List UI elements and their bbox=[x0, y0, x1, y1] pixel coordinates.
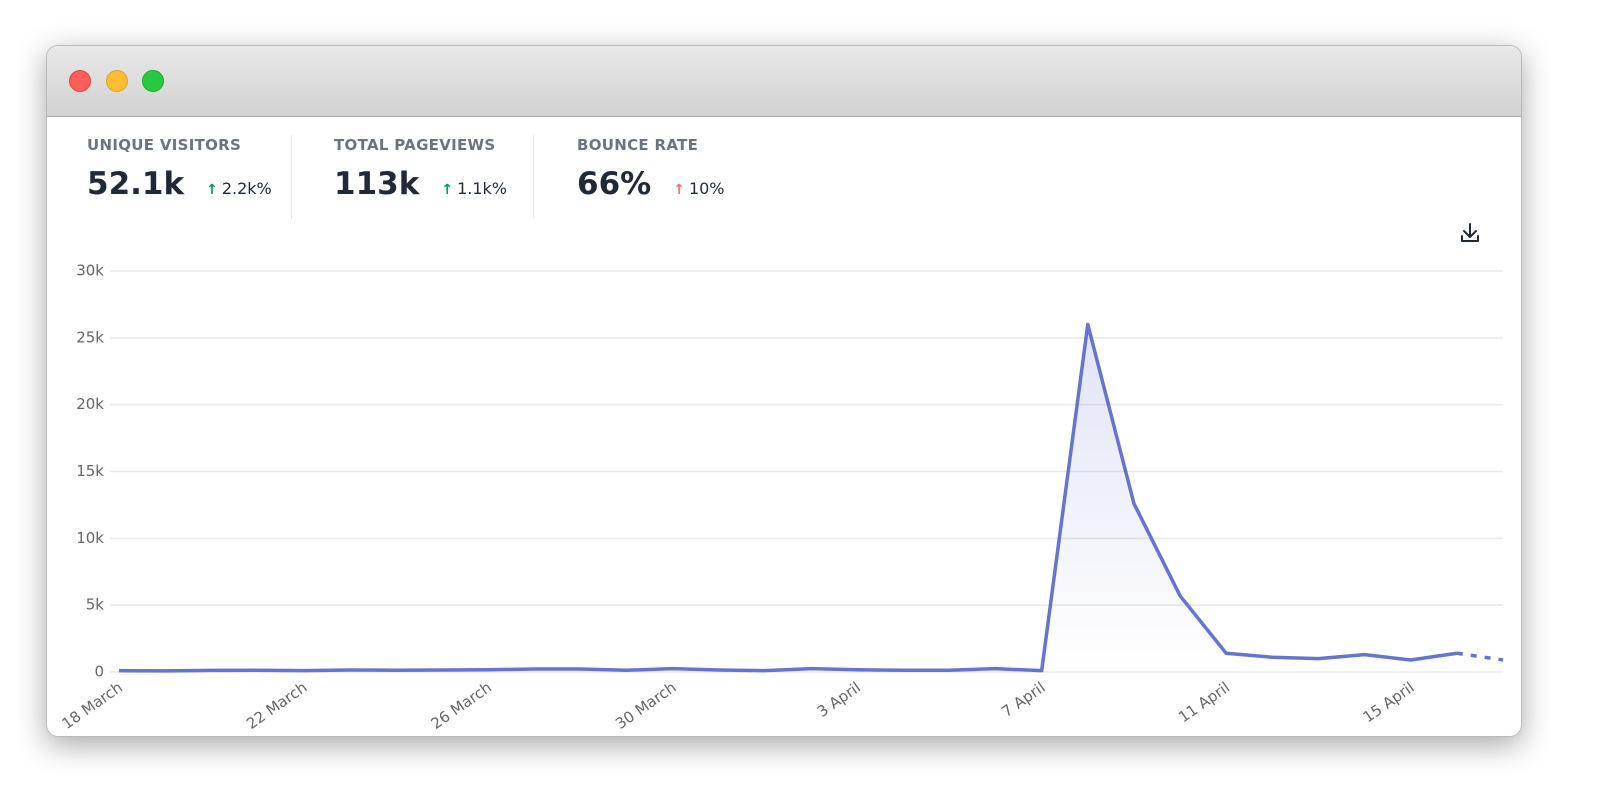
stat-value: 52.1k bbox=[87, 166, 185, 202]
y-tick-label: 30k bbox=[76, 262, 104, 280]
y-tick-label: 0 bbox=[94, 663, 104, 681]
y-tick-label: 15k bbox=[76, 462, 104, 480]
area bbox=[119, 324, 1457, 672]
x-tick-label: 22 March bbox=[243, 678, 310, 733]
stat-change: 2.2k% bbox=[221, 179, 272, 198]
close-button[interactable] bbox=[69, 70, 91, 92]
x-tick-label: 11 April bbox=[1175, 678, 1233, 726]
stat[interactable]: BOUNCE RATE 66% ↑ 10% bbox=[577, 136, 725, 202]
line bbox=[118, 322, 1458, 673]
change-arrow: ↑ bbox=[673, 182, 685, 198]
stat-change: 1.1k% bbox=[457, 179, 507, 198]
y-tick-label: 10k bbox=[76, 529, 104, 547]
divider bbox=[291, 135, 292, 219]
x-tick-label: 7 April bbox=[998, 678, 1048, 721]
x-tick-label: 3 April bbox=[814, 678, 864, 721]
line-incomplete bbox=[1456, 651, 1504, 662]
stat-label: UNIQUE VISITORS bbox=[87, 136, 242, 154]
y-tick-label: 5k bbox=[86, 596, 105, 614]
stat[interactable]: UNIQUE VISITORS 52.1k ↑ 2.2k% bbox=[87, 136, 272, 202]
stat[interactable]: TOTAL PAGEVIEWS 113k ↑ 1.1k% bbox=[334, 136, 507, 202]
stat-label: TOTAL PAGEVIEWS bbox=[334, 136, 496, 154]
divider bbox=[533, 135, 534, 219]
download-button[interactable] bbox=[1461, 223, 1479, 242]
x-tick-label: 18 March bbox=[59, 678, 126, 733]
stat-value: 66% bbox=[577, 166, 652, 202]
stat-label: BOUNCE RATE bbox=[577, 136, 699, 154]
y-tick-label: 25k bbox=[76, 328, 104, 346]
browser-window: UNIQUE VISITORS 52.1k ↑ 2.2k% TOTAL PAGEVI… bbox=[46, 45, 1522, 737]
change-arrow: ↑ bbox=[206, 182, 218, 198]
x-tick-label: 30 March bbox=[612, 678, 679, 733]
zoom-button[interactable] bbox=[142, 70, 164, 92]
minimize-button[interactable] bbox=[106, 70, 128, 92]
stat-change: 10% bbox=[688, 179, 725, 198]
stat-value: 113k bbox=[334, 166, 420, 202]
x-tick-label: 26 March bbox=[428, 678, 495, 733]
title-bar bbox=[47, 46, 1521, 117]
y-tick-label: 20k bbox=[76, 395, 104, 413]
x-tick-label: 15 April bbox=[1360, 678, 1418, 726]
change-arrow: ↑ bbox=[441, 182, 454, 198]
